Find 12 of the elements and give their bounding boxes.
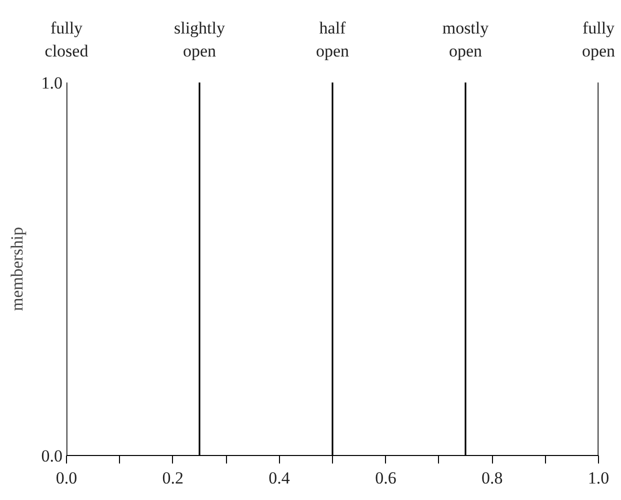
series-label: fully open bbox=[582, 18, 616, 60]
x-tick-label: 0.2 bbox=[162, 468, 184, 488]
x-tick-label: 0.8 bbox=[481, 468, 503, 488]
x-tick-label: 1.0 bbox=[588, 468, 610, 488]
series-label: mostly open bbox=[442, 18, 490, 60]
x-tick-label: 0.0 bbox=[56, 468, 78, 488]
series-label: half open bbox=[316, 18, 350, 60]
x-tick-label: 0.4 bbox=[268, 468, 290, 488]
series-label: fully closed bbox=[44, 18, 89, 60]
x-tick-label: 0.6 bbox=[375, 468, 396, 488]
series-label: slightly open bbox=[174, 18, 226, 60]
y-axis-title: membership bbox=[7, 226, 26, 312]
